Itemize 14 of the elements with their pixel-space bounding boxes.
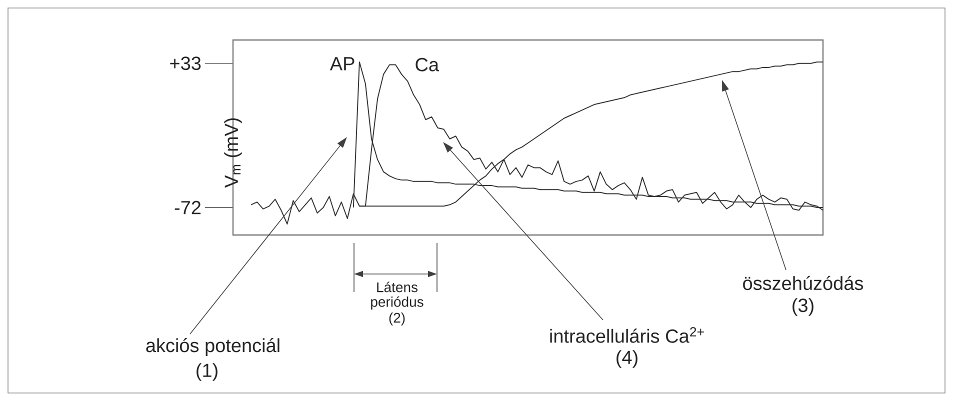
text: intracelluláris Ca$^{2+}$: [550, 327, 704, 343]
text: (4): [616, 350, 638, 368]
text: (1): [196, 363, 218, 381]
series-label: Ca: [416, 58, 440, 72]
y-tick-label: -72: [174, 200, 201, 214]
text: akciós potenciál: [146, 338, 280, 356]
text: összehúzódás: [743, 276, 864, 290]
series-label: AP: [330, 57, 354, 70]
text: periódus: [371, 296, 424, 310]
text: (2): [389, 312, 405, 326]
text: Látens: [377, 282, 418, 292]
y-axis-title: V$_{m}$ (mV): [224, 118, 242, 188]
text: (3): [792, 298, 814, 316]
y-tick-label: +33: [170, 56, 201, 70]
